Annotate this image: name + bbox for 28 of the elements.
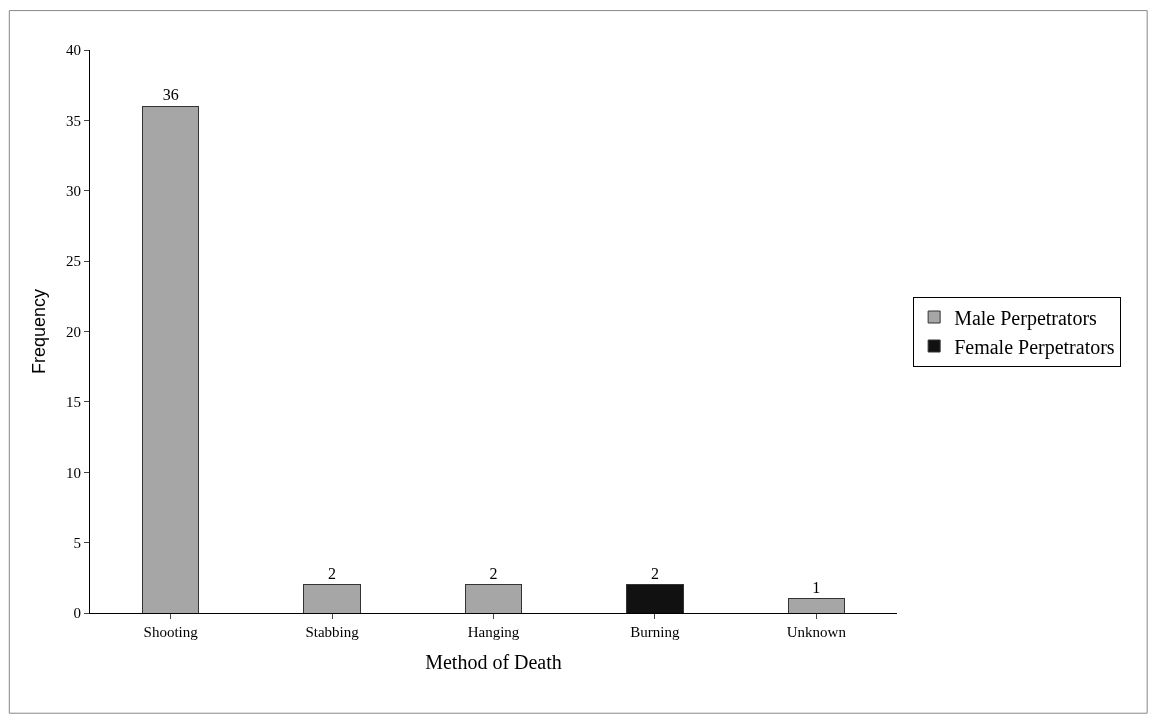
- bar: [141, 105, 200, 613]
- y-tick-label: 15: [66, 394, 81, 411]
- y-tick-label: 20: [66, 323, 81, 340]
- x-tick-label: Burning: [630, 624, 680, 640]
- y-tick-label: 0: [73, 605, 81, 622]
- data-label: 1: [812, 578, 821, 596]
- legend-label: Male Perpetrators: [954, 306, 1098, 330]
- x-tick-label: Hanging: [467, 624, 520, 640]
- x-tick-label: Shooting: [143, 624, 199, 640]
- y-tick-label: 5: [73, 534, 81, 551]
- y-tick-label: 10: [66, 464, 81, 481]
- y-tick-label: 40: [66, 42, 81, 59]
- data-label: 2: [328, 564, 337, 582]
- legend-label: Female Perpetrators: [954, 335, 1115, 359]
- y-tick-label: 30: [66, 183, 81, 199]
- data-label: 2: [489, 564, 498, 582]
- bar: [464, 584, 523, 613]
- data-label: 36: [162, 86, 179, 104]
- x-tick-label: Unknown: [786, 624, 847, 640]
- bar: [626, 584, 684, 613]
- x-axis-title: Method of Death: [425, 650, 562, 673]
- y-axis-title: Frequency: [29, 288, 50, 375]
- x-tick-label: Stabbing: [305, 624, 360, 640]
- y-tick-label: 25: [66, 253, 81, 270]
- bar: [303, 584, 361, 613]
- y-tick-label: 35: [66, 112, 81, 129]
- data-label: 2: [650, 564, 659, 582]
- bar: [787, 598, 846, 613]
